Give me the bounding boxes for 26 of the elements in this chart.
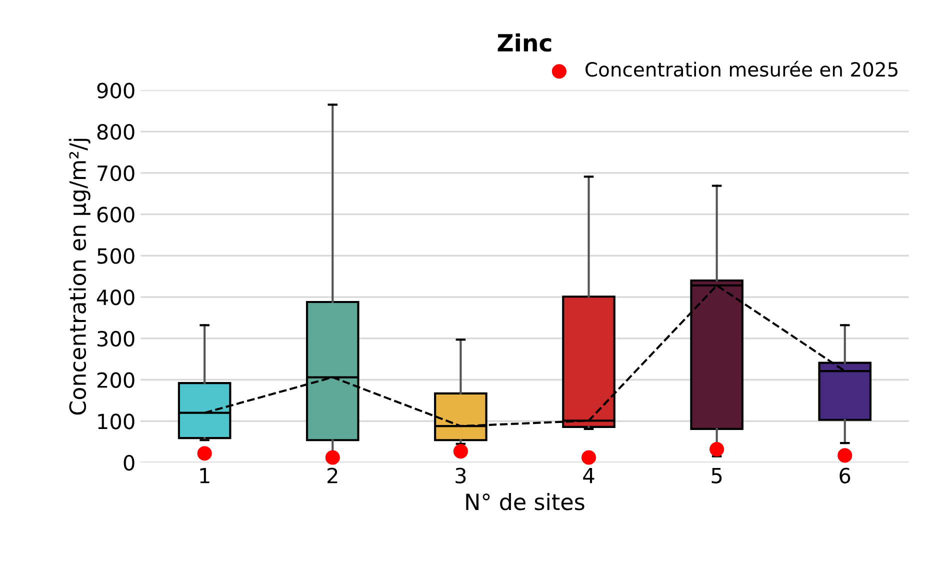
y-tick-label: 800: [97, 124, 134, 140]
chart-title: Zinc: [498, 33, 552, 52]
x-axis-title: N° de sites: [466, 493, 584, 510]
point: [710, 442, 724, 457]
y-axis-title: Concentration en µg/m²/j: [68, 138, 90, 415]
y-tick-label: 0: [124, 454, 134, 471]
x-tick-label: 5: [712, 468, 722, 484]
x-tick-label: 3: [456, 468, 466, 484]
y-tick-label: 100: [98, 414, 134, 430]
y-tick-label: 200: [97, 372, 134, 388]
y-tick-label: 300: [98, 330, 134, 347]
y-tick-label: 500: [98, 248, 134, 264]
point: [197, 446, 212, 461]
point: [325, 450, 340, 465]
x-tick-label: 2: [328, 468, 338, 484]
x-tick-label: 4: [583, 468, 594, 484]
y-tick-label: 900: [97, 82, 134, 98]
x-tick-label: 1: [200, 468, 210, 484]
point: [581, 450, 596, 465]
y-tick-label: 600: [97, 206, 134, 223]
legend-label: Concentration mesurée en 2025: [586, 60, 898, 77]
point: [453, 444, 468, 459]
y-tick-label: 400: [96, 289, 134, 306]
y-tick-label: 700: [98, 165, 134, 182]
x-tick-label: 6: [840, 468, 850, 484]
point: [838, 448, 852, 463]
